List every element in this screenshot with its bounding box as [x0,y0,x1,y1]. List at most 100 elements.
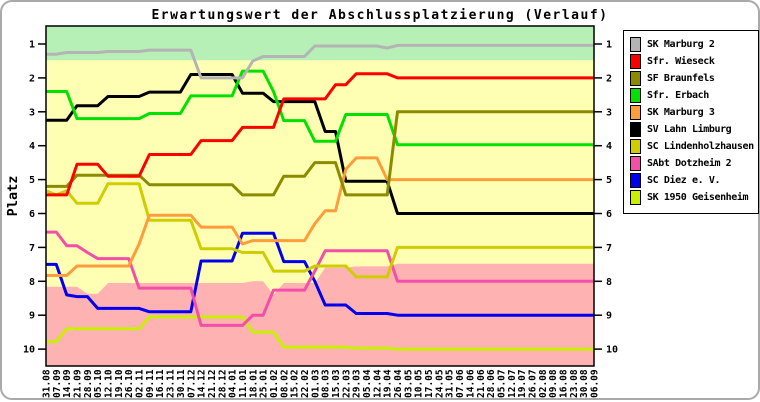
x-tick-label: 21.12 [207,369,218,398]
x-tick-label: 23.11 [166,369,177,398]
x-tick-label: 15.02 [290,369,301,398]
y-axis-label: Platz [5,176,21,217]
legend-item-sfr-erbach: Sfr. Erbach [624,87,758,104]
legend-label: SV Lahn Limburg [647,124,732,135]
x-tick-label: 05.10 [93,369,104,398]
y-tick-label-right: 7 [606,243,612,254]
y-tick-label-left: 9 [29,311,35,322]
x-tick-label: 26.10 [124,369,135,398]
legend-swatch [630,190,641,205]
x-tick-label: 04.01 [228,369,239,398]
y-tick-label-right: 8 [606,277,612,288]
x-tick-label: 12.10 [104,369,115,398]
x-tick-label: 22.03 [341,369,352,398]
x-tick-label: 11.01 [238,369,249,398]
x-tick-label: 05.07 [496,369,507,398]
x-tick-label: 19.04 [383,369,394,398]
x-tick-label: 28.09 [83,369,94,398]
y-tick-label-right: 10 [606,345,618,356]
legend-item-sfr-wieseck: Sfr. Wieseck [624,53,758,70]
legend-label: SF Braunfels [647,73,715,84]
x-tick-label: 17.05 [424,369,435,398]
x-tick-label: 02.11 [135,369,146,398]
y-tick-label-right: 6 [606,209,612,220]
legend-item-sk-1950-geisenheim: SK 1950 Geisenheim [624,189,758,206]
x-tick-label: 25.01 [259,369,270,398]
legend-item-sk-marburg-2: SK Marburg 2 [624,36,758,53]
series-line-sk-1950-geisenheim [46,315,594,351]
series-line-sfr-wieseck [46,72,594,197]
legend-label: SC Lindenholzhausen [647,141,754,152]
x-tick-label: 26.04 [393,369,404,398]
legend-item-sc-diez-e-v: SC Diez e. V. [624,172,758,189]
legend-swatch [630,156,641,171]
y-tick-label-right: 4 [606,141,612,152]
series-line-sabt-dotzheim-2 [46,230,594,327]
x-tick-label: 28.12 [217,369,228,398]
x-tick-label: 19.10 [114,369,125,398]
chart-title: Erwartungswert der Abschlussplatzierung … [151,8,608,23]
legend-item-sk-marburg-3: SK Marburg 3 [624,104,758,121]
x-tick-label: 10.05 [414,369,425,398]
legend-swatch [630,88,641,103]
x-tick-label: 03.05 [403,369,414,398]
y-tick-label-left: 5 [29,175,35,186]
x-tick-label: 12.04 [372,369,383,398]
y-tick-label-right: 1 [606,40,612,51]
x-tick-label: 14.06 [465,369,476,398]
series-lines [45,43,594,351]
x-tick-label: 14.12 [197,369,208,398]
x-tick-label: 23.08 [569,369,580,398]
plot-border [45,25,595,367]
legend-label: SAbt Dotzheim 2 [647,158,732,169]
x-tick-label: 08.03 [321,369,332,398]
x-tick-label: 21.06 [476,369,487,398]
series-line-sc-lindenholzhausen [45,182,594,279]
legend-swatch [630,54,641,69]
y-tick-label-right: 5 [606,175,612,186]
x-tick-label: 12.07 [507,369,518,398]
legend-label: SK Marburg 3 [647,107,715,118]
legend: SK Marburg 2 Sfr. Wieseck SF Braunfels Sfr.… [623,30,759,214]
axes: 1 1 2 2 3 3 4 4 5 5 6 6 7 7 8 8 9 9 10 10 [23,25,618,367]
x-tick-label: 01.03 [310,369,321,398]
legend-swatch [630,105,641,120]
series-line-sc-diez-e-v [46,231,594,317]
y-tick-label-right: 2 [606,73,612,84]
legend-item-sc-lindenholzhausen: SC Lindenholzhausen [624,138,758,155]
y-tick-label-left: 8 [29,277,35,288]
series-line-sv-lahn-limburg [46,73,594,215]
x-tick-label: 22.02 [300,369,311,398]
x-tick-label: 07.09 [52,369,63,398]
legend-swatch [630,173,641,188]
x-tick-label: 31.05 [445,369,456,398]
y-tick-label-right: 3 [606,107,612,118]
y-tick-label-left: 1 [29,40,35,51]
x-tick-label: 14.09 [62,369,73,398]
x-tick-label: 18.01 [248,369,259,398]
legend-item-sf-braunfels: SF Braunfels [624,70,758,87]
y-tick-label-left: 4 [29,141,35,152]
legend-label: SC Diez e. V. [647,175,721,186]
x-tick-label: 21.09 [73,369,84,398]
y-tick-label-left: 10 [23,345,35,356]
x-tick-label: 06.09 [590,369,601,398]
x-axis-labels: 31.08 07.09 14.09 21.09 28.09 05.10 12.10 19.10… [42,369,601,398]
x-tick-label: 15.03 [331,369,342,398]
x-tick-label: 05.04 [362,369,373,398]
series-line-sk-marburg-2 [46,43,594,80]
y-tick-label-left: 3 [29,107,35,118]
x-tick-label: 07.12 [186,369,197,398]
x-tick-label: 26.07 [528,369,539,398]
legend-item-sabt-dotzheim-2: SAbt Dotzheim 2 [624,155,758,172]
legend-label: Sfr. Erbach [647,90,709,101]
series-line-sk-marburg-3 [46,156,594,277]
legend-swatch [630,139,641,154]
x-tick-label: 02.08 [538,369,549,398]
legend-swatch [630,71,641,86]
x-tick-label: 19.07 [517,369,528,398]
series-line-sfr-erbach [46,69,594,147]
y-tick-label-left: 2 [29,73,35,84]
